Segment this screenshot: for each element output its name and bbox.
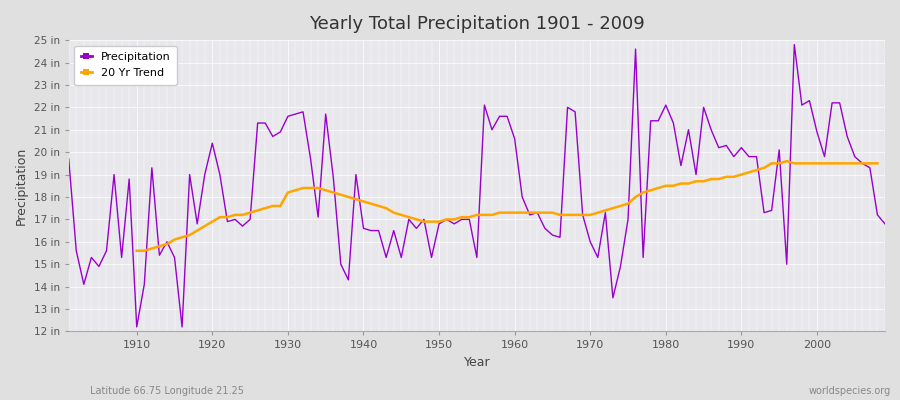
- Text: Latitude 66.75 Longitude 21.25: Latitude 66.75 Longitude 21.25: [90, 386, 244, 396]
- Y-axis label: Precipitation: Precipitation: [15, 147, 28, 225]
- Title: Yearly Total Precipitation 1901 - 2009: Yearly Total Precipitation 1901 - 2009: [309, 15, 644, 33]
- X-axis label: Year: Year: [464, 356, 490, 369]
- Text: worldspecies.org: worldspecies.org: [809, 386, 891, 396]
- Legend: Precipitation, 20 Yr Trend: Precipitation, 20 Yr Trend: [75, 46, 177, 85]
